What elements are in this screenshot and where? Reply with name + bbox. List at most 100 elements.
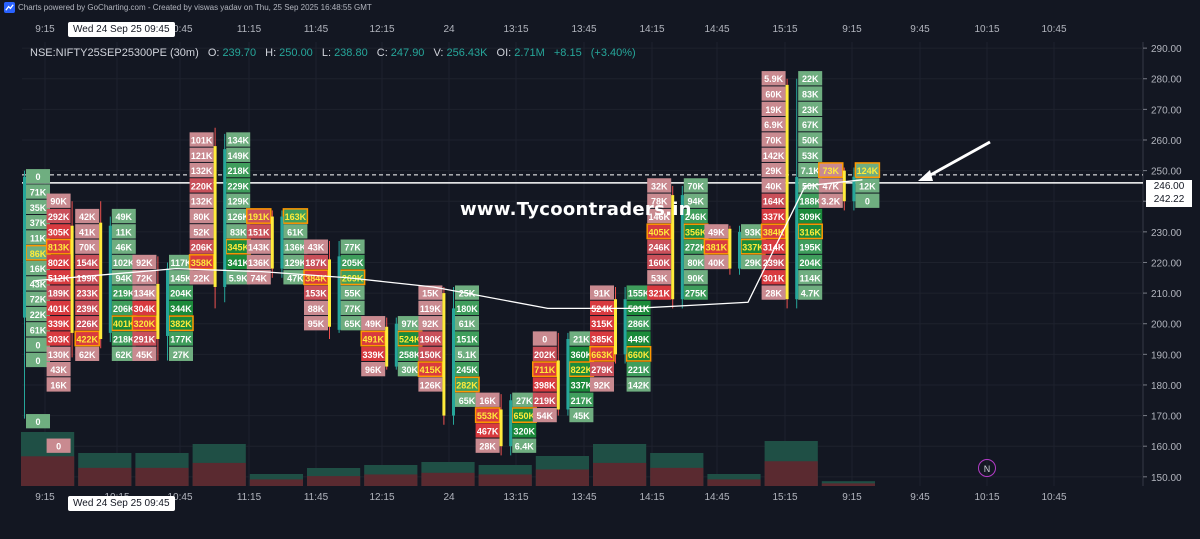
footprint-cell[interactable] xyxy=(226,224,251,239)
footprint-cell[interactable] xyxy=(46,361,71,377)
footprint-cell[interactable] xyxy=(304,239,328,254)
candle-body[interactable] xyxy=(852,176,856,202)
footprint-cell[interactable] xyxy=(132,285,157,300)
footprint-cell[interactable] xyxy=(569,407,594,423)
footprint-cell[interactable] xyxy=(683,178,708,193)
candle-body[interactable] xyxy=(23,176,26,318)
footprint-cell[interactable] xyxy=(512,438,537,453)
footprint-cell[interactable] xyxy=(132,300,157,316)
footprint-cell[interactable] xyxy=(475,423,500,438)
candle-body[interactable] xyxy=(623,299,627,355)
footprint-cell[interactable] xyxy=(798,239,823,254)
footprint-cell[interactable] xyxy=(569,392,594,407)
footprint-cell[interactable] xyxy=(75,208,100,224)
footprint-cell[interactable] xyxy=(340,285,365,300)
candle-body[interactable] xyxy=(394,323,398,367)
footprint-cell[interactable] xyxy=(798,117,823,132)
footprint-cell[interactable] xyxy=(761,162,786,178)
footprint-cell[interactable] xyxy=(532,346,557,361)
footprint-cell[interactable] xyxy=(818,162,844,179)
footprint-cell[interactable] xyxy=(226,254,251,270)
footprint-cell[interactable] xyxy=(741,224,765,239)
footprint-cell[interactable] xyxy=(226,178,251,193)
footprint-cell[interactable] xyxy=(761,132,786,147)
footprint-cell[interactable] xyxy=(26,230,50,245)
footprint-cell[interactable] xyxy=(569,331,594,346)
footprint-cell[interactable] xyxy=(761,86,786,101)
footprint-cell[interactable] xyxy=(798,208,823,224)
footprint-cell[interactable] xyxy=(111,224,136,239)
footprint-cell[interactable] xyxy=(455,392,479,407)
footprint-cell[interactable] xyxy=(475,438,500,453)
footprint-cell[interactable] xyxy=(761,71,786,86)
footprint-cell[interactable] xyxy=(761,270,786,285)
footprint-cell[interactable] xyxy=(46,254,71,270)
footprint-cell[interactable] xyxy=(418,331,443,346)
footprint-cell[interactable] xyxy=(647,285,672,300)
candle-body[interactable] xyxy=(442,293,446,416)
footprint-cell[interactable] xyxy=(26,184,50,199)
footprint-cell[interactable] xyxy=(169,254,193,270)
footprint-cell[interactable] xyxy=(761,208,786,224)
footprint-cell[interactable] xyxy=(46,331,71,346)
footprint-cell[interactable] xyxy=(26,260,50,276)
footprint-cell[interactable] xyxy=(111,300,136,316)
footprint-cell[interactable] xyxy=(169,300,193,316)
footprint-cell[interactable] xyxy=(111,208,136,224)
footprint-cell[interactable] xyxy=(75,239,100,254)
footprint-cell[interactable] xyxy=(590,377,614,392)
footprint-cell[interactable] xyxy=(75,254,100,270)
footprint-cell[interactable] xyxy=(111,346,136,361)
footprint-cell[interactable] xyxy=(761,147,786,162)
footprint-cell[interactable] xyxy=(26,322,50,337)
footprint-cell[interactable] xyxy=(532,392,557,407)
footprint-cell[interactable] xyxy=(132,331,157,346)
footprint-cell[interactable] xyxy=(397,361,422,377)
footprint-cell[interactable] xyxy=(26,215,50,230)
footprint-cell[interactable] xyxy=(532,377,557,392)
footprint-cell[interactable] xyxy=(532,407,557,423)
footprint-cell[interactable] xyxy=(455,331,479,346)
footprint-cell[interactable] xyxy=(189,239,214,254)
footprint-chart[interactable]: 290.00280.00270.00260.00250.00240.00230.… xyxy=(0,18,1200,539)
footprint-cell[interactable] xyxy=(761,254,786,270)
footprint-cell[interactable] xyxy=(26,169,50,184)
footprint-cell[interactable] xyxy=(26,306,50,322)
footprint-cell[interactable] xyxy=(626,361,651,377)
footprint-cell[interactable] xyxy=(590,331,614,346)
footprint-cell[interactable] xyxy=(590,285,614,300)
footprint-cell[interactable] xyxy=(704,224,729,239)
footprint-cell[interactable] xyxy=(111,285,136,300)
footprint-cell[interactable] xyxy=(569,346,594,361)
footprint-cell[interactable] xyxy=(304,300,328,316)
footprint-cell[interactable] xyxy=(132,254,157,270)
footprint-cell[interactable] xyxy=(26,199,50,215)
footprint-cell[interactable] xyxy=(418,316,443,331)
footprint-cell[interactable] xyxy=(590,316,614,331)
footprint-cell[interactable] xyxy=(569,377,594,392)
footprint-cell[interactable] xyxy=(111,239,136,254)
candle-body[interactable] xyxy=(280,216,284,269)
footprint-cell[interactable] xyxy=(855,193,880,208)
candle-body[interactable] xyxy=(270,216,274,269)
candle-body[interactable] xyxy=(99,222,103,340)
footprint-cell[interactable] xyxy=(647,193,672,208)
footprint-cell[interactable] xyxy=(418,285,443,300)
footprint-cell[interactable] xyxy=(46,193,71,208)
footprint-cell[interactable] xyxy=(226,147,251,162)
footprint-cell[interactable] xyxy=(397,346,422,361)
footprint-cell[interactable] xyxy=(46,377,71,392)
footprint-cell[interactable] xyxy=(761,178,786,193)
footprint-cell[interactable] xyxy=(304,285,328,300)
candle-body[interactable] xyxy=(499,409,503,447)
footprint-cell[interactable] xyxy=(132,270,157,285)
footprint-cell[interactable] xyxy=(26,414,50,429)
footprint-cell[interactable] xyxy=(761,101,786,117)
footprint-cell[interactable] xyxy=(246,224,271,239)
footprint-cell[interactable] xyxy=(189,147,214,162)
footprint-cell[interactable] xyxy=(683,254,708,270)
footprint-cell[interactable] xyxy=(512,392,537,407)
footprint-cell[interactable] xyxy=(283,254,308,270)
footprint-cell[interactable] xyxy=(455,361,479,377)
footprint-cell[interactable] xyxy=(798,162,823,178)
